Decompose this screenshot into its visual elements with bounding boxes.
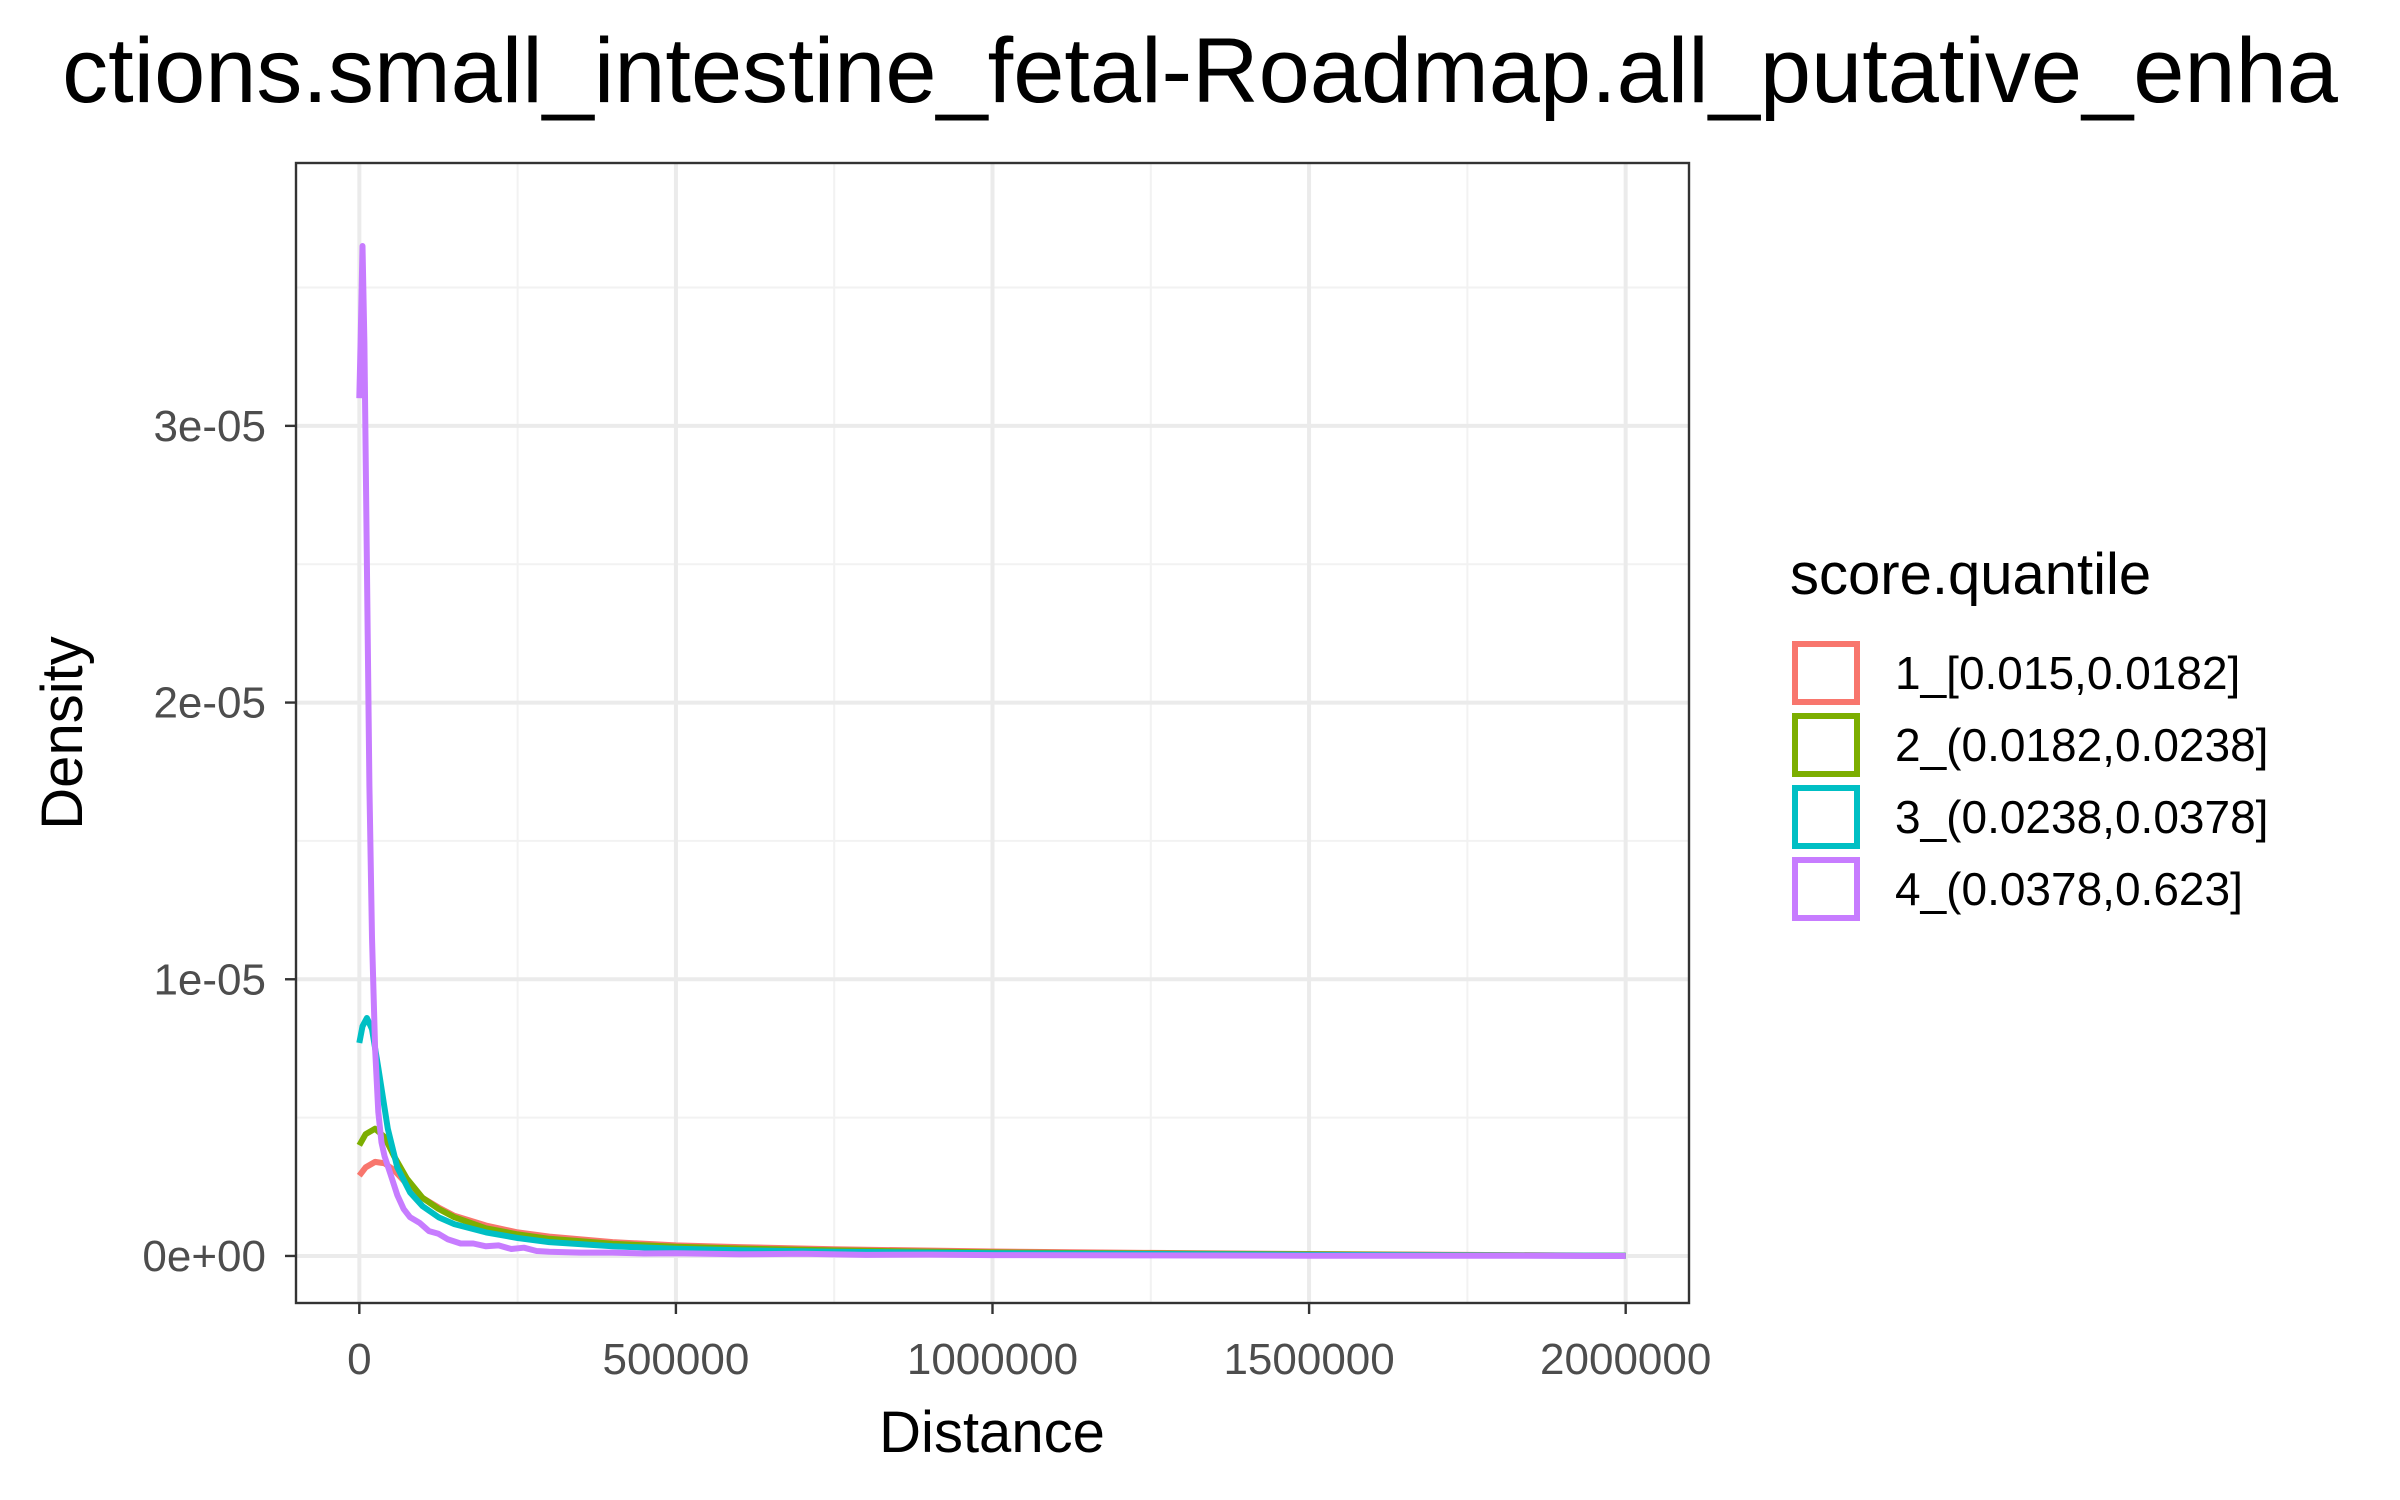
legend-title: score.quantile	[1790, 542, 2151, 607]
legend-key-3	[1792, 785, 1860, 849]
legend-key-1	[1792, 641, 1860, 705]
legend-key-2	[1792, 713, 1860, 777]
legend-label-1: 1_[0.015,0.0182]	[1895, 647, 2240, 699]
y-tick-label: 2e-05	[153, 679, 266, 728]
density-curves	[356, 243, 1626, 1259]
x-tick-label: 500000	[602, 1335, 749, 1384]
legend-label-2: 2_(0.0182,0.0238]	[1895, 719, 2268, 771]
x-tick-label: 2000000	[1540, 1335, 1711, 1384]
y-tick-label: 1e-05	[153, 955, 266, 1004]
x-tick-label: 1500000	[1223, 1335, 1394, 1384]
y-tick-label: 3e-05	[153, 402, 266, 451]
series-line-4	[356, 243, 1626, 1259]
chart-title: ctions.small_intestine_fetal-Roadmap.all…	[62, 20, 2339, 122]
y-tick-label: 0e+00	[142, 1232, 266, 1281]
legend-label-4: 4_(0.0378,0.623]	[1895, 863, 2243, 915]
legend-key-4	[1792, 857, 1860, 921]
x-axis-title: Distance	[879, 1400, 1105, 1465]
x-tick-label: 1000000	[907, 1335, 1078, 1384]
x-axis: 0 500000 1000000 1500000 2000000	[347, 1303, 1711, 1384]
legend-label-3: 3_(0.0238,0.0378]	[1895, 791, 2268, 843]
x-tick-label: 0	[347, 1335, 371, 1384]
y-axis-title: Density	[30, 636, 95, 829]
y-axis: 0e+00 1e-05 2e-05 3e-05	[142, 402, 296, 1281]
legend: score.quantile 1_[0.015,0.0182] 2_(0.0182…	[1790, 542, 2268, 921]
